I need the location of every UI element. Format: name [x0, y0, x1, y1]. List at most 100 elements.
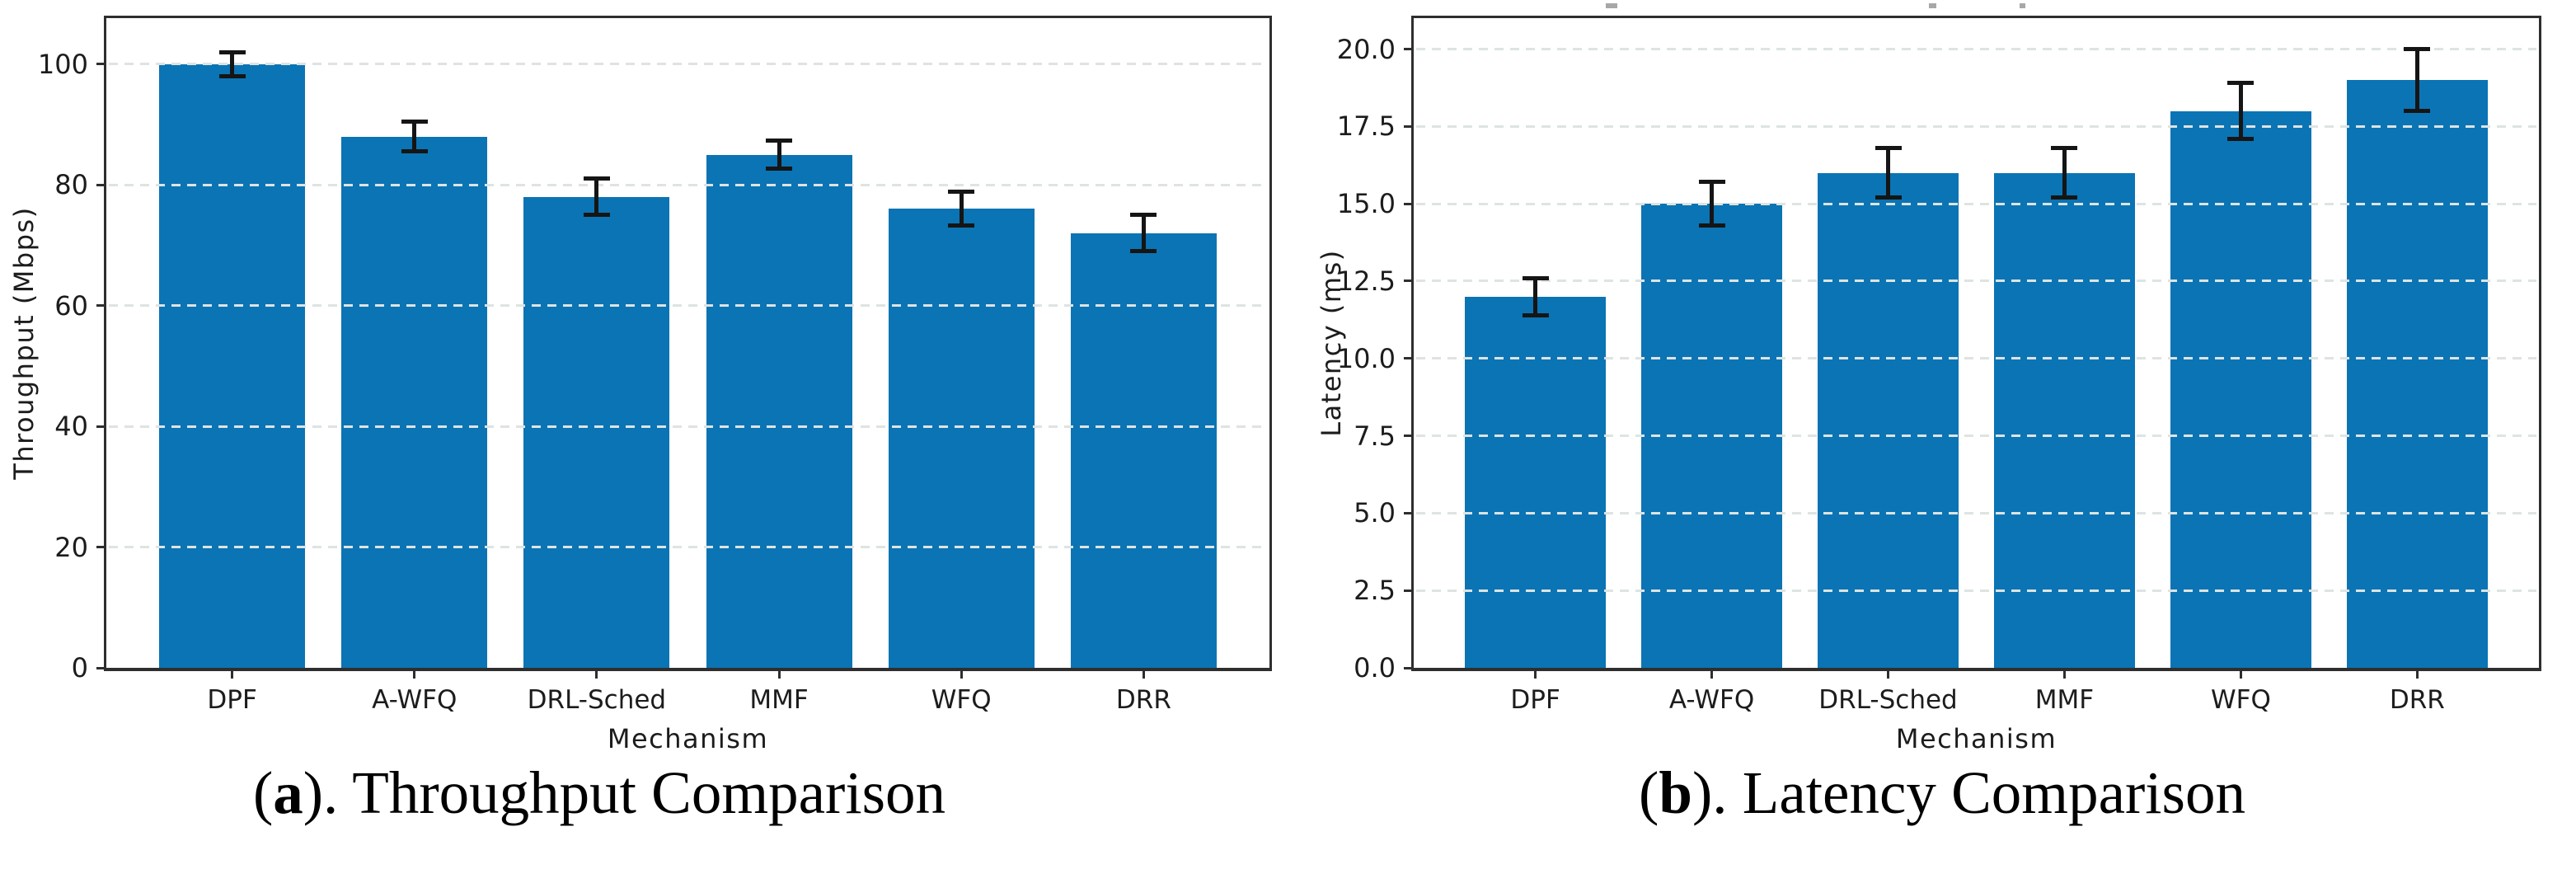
cropped-title-artifact-0	[1606, 3, 1617, 8]
caption-a-paren-open: (	[252, 759, 274, 826]
caption-b-paren-open: (	[1639, 759, 1659, 826]
error-bar-drl-sched-line	[594, 178, 599, 215]
y-tick-label-60: 60	[54, 289, 88, 322]
y-tickmark-100	[96, 63, 106, 66]
caption-b-paren-close: ).	[1692, 759, 1743, 826]
error-bar-drr-cap-bottom	[2404, 109, 2431, 114]
y-tick-label-5.0: 5.0	[1354, 497, 1396, 529]
caption-panel-b: (b). Latency Comparison	[1283, 759, 2576, 828]
y-tick-label-12.5: 12.5	[1336, 265, 1396, 297]
y-tick-label-0.0: 0.0	[1354, 652, 1396, 683]
x-tickmark-dpf	[1534, 671, 1537, 679]
error-bar-a-wfq-cap-bottom	[1698, 223, 1725, 228]
gridline-2.5	[1416, 589, 2536, 592]
error-bar-dpf-cap-bottom	[1522, 312, 1549, 317]
gridline-100	[109, 63, 1267, 66]
error-bar-dpf-line	[230, 52, 235, 77]
error-bar-wfq-cap-bottom	[2227, 136, 2255, 141]
error-bar-wfq-cap-top	[2227, 81, 2255, 86]
gridline-12.5	[1416, 279, 2536, 283]
error-bar-drr-cap-top	[2404, 47, 2431, 52]
x-axis-title-b: Mechanism	[1895, 723, 2058, 754]
bar-drr	[1070, 233, 1217, 668]
y-tickmark-2.5	[1404, 589, 1414, 592]
x-tick-label-drr: DRR	[2389, 685, 2445, 715]
y-tickmark-60	[96, 304, 106, 308]
y-tickmark-0	[96, 666, 106, 669]
y-tickmark-12.5	[1404, 279, 1414, 283]
error-bar-wfq-line	[959, 191, 964, 226]
gridline-80	[109, 183, 1267, 186]
bar-dpf	[1465, 296, 1607, 668]
error-bar-drr-cap-bottom	[1130, 249, 1157, 254]
error-bar-drl-sched-cap-bottom	[1875, 195, 1902, 200]
y-tick-label-0: 0	[71, 652, 88, 683]
error-bar-wfq-cap-bottom	[948, 223, 975, 228]
error-bar-a-wfq-cap-top	[401, 119, 428, 124]
error-bar-drr-line	[1141, 214, 1146, 251]
y-axis-title-b: Latency (ms)	[1316, 249, 1347, 437]
x-axis-title-a: Mechanism	[607, 723, 769, 754]
x-tickmark-mmf	[2062, 671, 2066, 679]
error-bar-drl-sched-cap-top	[583, 176, 610, 181]
y-tickmark-20.0	[1404, 48, 1414, 51]
caption-b-text: Latency Comparison	[1742, 759, 2245, 826]
bar-wfq	[888, 209, 1035, 668]
error-bar-a-wfq-line	[412, 121, 417, 152]
gridline-20	[109, 546, 1267, 549]
x-tickmark-wfq	[960, 671, 963, 679]
y-tickmark-20	[96, 546, 106, 549]
error-bar-drr-cap-top	[1130, 213, 1157, 218]
y-tickmark-10.0	[1404, 357, 1414, 360]
gridline-5.0	[1416, 511, 2536, 514]
gridline-40	[109, 425, 1267, 428]
x-tickmark-drl-sched	[595, 671, 598, 679]
error-bar-mmf-cap-top	[766, 139, 793, 143]
caption-b-letter: b	[1659, 759, 1692, 826]
y-tick-label-20.0: 20.0	[1336, 33, 1396, 65]
bar-drl-sched	[523, 196, 670, 668]
y-tickmark-7.5	[1404, 434, 1414, 438]
error-bar-dpf-cap-bottom	[218, 73, 246, 78]
y-axis-title-a: Throughput (Mbps)	[8, 206, 40, 480]
y-tickmark-80	[96, 183, 106, 186]
y-tick-label-17.5: 17.5	[1336, 110, 1396, 143]
x-tickmark-wfq	[2239, 671, 2242, 679]
cropped-title-artifact-1	[1929, 3, 1936, 8]
gridline-17.5	[1416, 124, 2536, 128]
x-tick-label-drr: DRR	[1115, 685, 1171, 715]
bar-dpf	[159, 63, 306, 668]
bar-a-wfq	[341, 136, 488, 668]
error-bar-a-wfq-cap-bottom	[401, 149, 428, 154]
y-tickmark-0.0	[1404, 666, 1414, 669]
x-tick-label-dpf: DPF	[1510, 685, 1560, 715]
caption-a-text: Throughput Comparison	[352, 759, 946, 826]
error-bar-wfq-cap-top	[948, 190, 975, 195]
error-bar-dpf-cap-top	[1522, 275, 1549, 280]
y-tick-label-100: 100	[37, 48, 88, 80]
error-bar-mmf-cap-bottom	[766, 166, 793, 171]
y-tick-label-40: 40	[54, 411, 88, 443]
error-bar-mmf-line	[2062, 148, 2067, 198]
x-tickmark-a-wfq	[1710, 671, 1714, 679]
bar-drr	[2346, 80, 2488, 668]
y-tickmark-15.0	[1404, 202, 1414, 205]
caption-panel-a: (a). Throughput Comparison	[0, 759, 1259, 828]
error-bar-drl-sched-cap-top	[1875, 146, 1902, 151]
x-tick-label-a-wfq: A-WFQ	[372, 685, 457, 715]
y-tick-label-80: 80	[54, 169, 88, 201]
x-tick-label-mmf: MMF	[2034, 685, 2095, 715]
y-tickmark-5.0	[1404, 511, 1414, 514]
x-tickmark-drl-sched	[1887, 671, 1890, 679]
error-bar-a-wfq-line	[1710, 181, 1715, 226]
bar-mmf	[706, 154, 852, 668]
x-tick-label-wfq: WFQ	[931, 685, 992, 715]
y-tick-label-20: 20	[54, 531, 88, 563]
error-bar-dpf-cap-top	[218, 49, 246, 54]
error-bar-mmf-cap-bottom	[2051, 195, 2078, 200]
bar-mmf	[1993, 172, 2136, 668]
y-tickmark-40	[96, 425, 106, 428]
gridline-60	[109, 304, 1267, 308]
caption-a-letter: a	[273, 759, 303, 826]
